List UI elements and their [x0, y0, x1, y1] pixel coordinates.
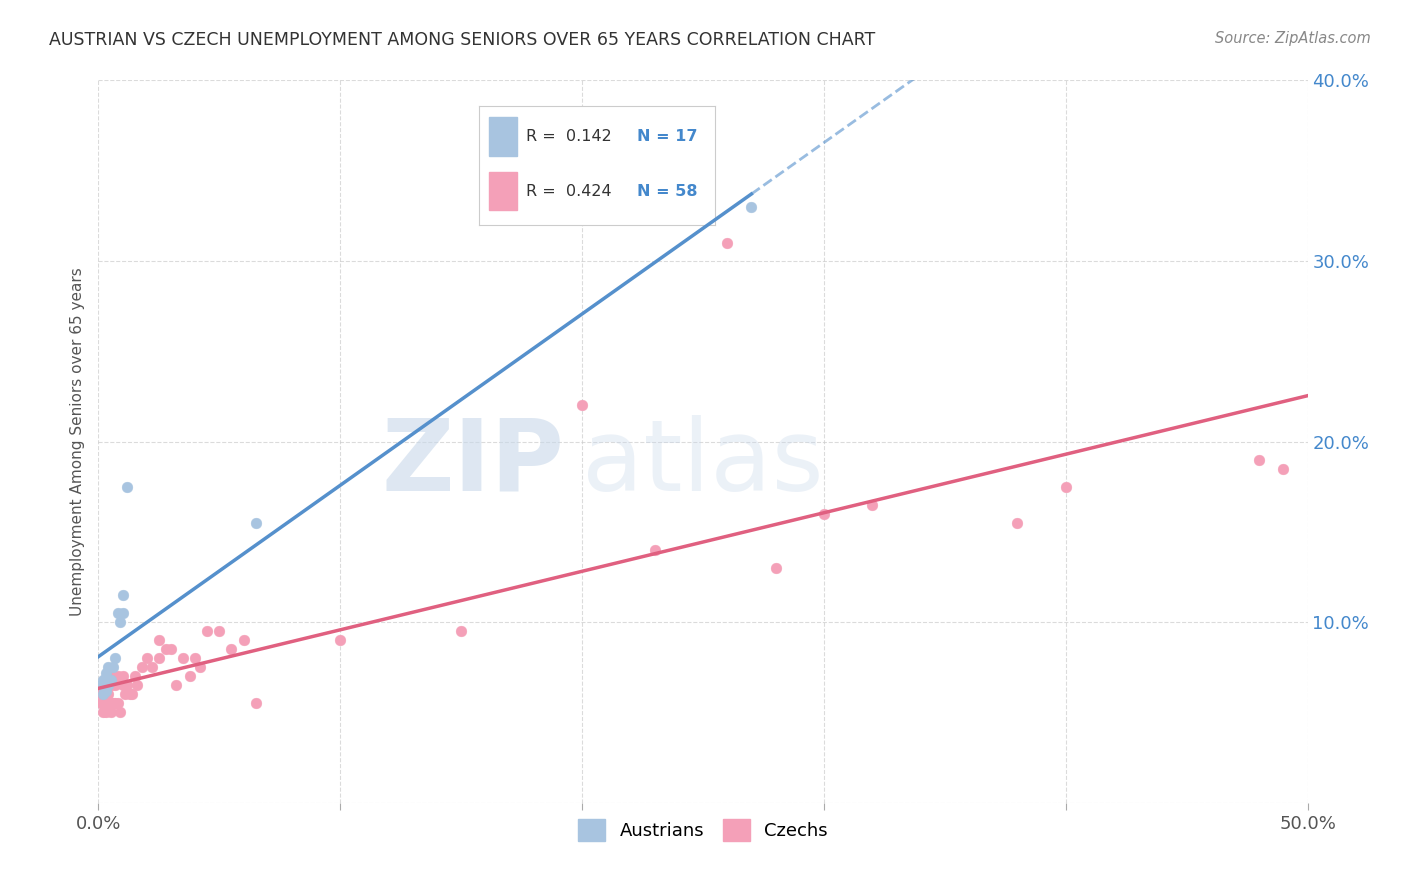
Point	[91, 687, 114, 701]
Text: Source: ZipAtlas.com: Source: ZipAtlas.com	[1215, 31, 1371, 46]
Point	[100, 673, 122, 687]
Point	[90, 678, 112, 692]
Point	[188, 660, 211, 674]
Point	[644, 542, 666, 557]
Point	[94, 706, 117, 720]
Point	[148, 633, 170, 648]
Point	[165, 678, 187, 692]
Point	[155, 642, 177, 657]
Point	[100, 706, 122, 720]
Point	[90, 678, 112, 692]
Point	[1054, 480, 1077, 494]
Point	[1272, 461, 1295, 475]
Point	[135, 651, 157, 665]
Point	[101, 669, 124, 683]
Text: AUSTRIAN VS CZECH UNEMPLOYMENT AMONG SENIORS OVER 65 YEARS CORRELATION CHART: AUSTRIAN VS CZECH UNEMPLOYMENT AMONG SEN…	[49, 31, 876, 49]
Point	[131, 660, 153, 674]
Point	[860, 498, 883, 512]
Point	[100, 697, 122, 711]
Point	[195, 624, 218, 639]
Point	[100, 678, 122, 692]
Point	[107, 606, 129, 620]
Point	[111, 588, 134, 602]
Point	[94, 697, 117, 711]
Point	[160, 642, 183, 657]
Point	[91, 687, 114, 701]
Point	[111, 606, 134, 620]
Point	[221, 642, 243, 657]
Point	[114, 687, 136, 701]
Point	[104, 678, 127, 692]
Point	[94, 665, 117, 680]
Point	[91, 673, 114, 687]
Point	[97, 660, 120, 674]
Point	[97, 687, 120, 701]
Point	[450, 624, 472, 639]
Point	[148, 651, 170, 665]
Point	[107, 697, 129, 711]
Point	[101, 697, 124, 711]
Point	[232, 633, 254, 648]
Point	[117, 480, 139, 494]
Point	[97, 678, 120, 692]
Point	[90, 697, 112, 711]
Point	[124, 669, 146, 683]
Point	[179, 669, 201, 683]
Point	[107, 669, 129, 683]
Point	[765, 561, 787, 575]
Point	[90, 687, 112, 701]
Point	[1007, 516, 1029, 530]
Point	[121, 687, 143, 701]
Point	[184, 651, 207, 665]
Point	[108, 615, 131, 630]
Point	[94, 683, 117, 698]
Point	[571, 398, 593, 412]
Point	[813, 507, 835, 521]
Point	[111, 678, 134, 692]
Text: atlas: atlas	[582, 415, 824, 512]
Point	[104, 697, 127, 711]
Point	[1249, 452, 1271, 467]
Point	[716, 235, 738, 250]
Text: ZIP: ZIP	[381, 415, 564, 512]
Point	[111, 669, 134, 683]
Point	[329, 633, 352, 648]
Point	[117, 678, 139, 692]
Legend: Austrians, Czechs: Austrians, Czechs	[571, 812, 835, 848]
Point	[101, 660, 124, 674]
Point	[141, 660, 163, 674]
Point	[94, 687, 117, 701]
Point	[245, 697, 267, 711]
Point	[91, 706, 114, 720]
Point	[118, 687, 141, 701]
Point	[245, 516, 267, 530]
Point	[740, 200, 762, 214]
Y-axis label: Unemployment Among Seniors over 65 years: Unemployment Among Seniors over 65 years	[70, 268, 86, 615]
Point	[172, 651, 194, 665]
Point	[208, 624, 231, 639]
Point	[104, 651, 127, 665]
Point	[97, 697, 120, 711]
Point	[127, 678, 149, 692]
Point	[91, 697, 114, 711]
Point	[108, 706, 131, 720]
